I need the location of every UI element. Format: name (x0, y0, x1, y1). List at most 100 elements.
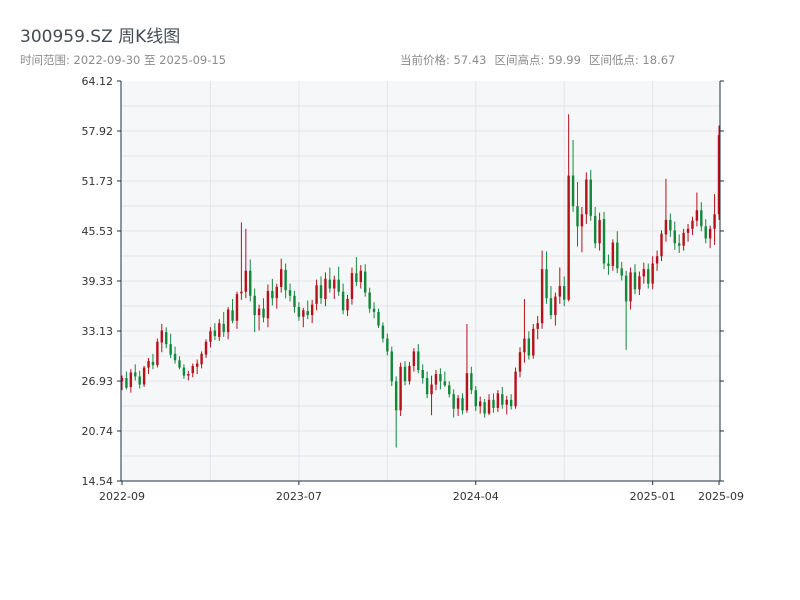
candle-body (642, 269, 646, 277)
candle-body (501, 394, 504, 405)
y-tick-label: 64.12 (82, 75, 114, 88)
candle-body (593, 215, 597, 244)
candle (669, 213, 672, 237)
candle (633, 264, 637, 295)
candle (288, 283, 292, 302)
candle-body (567, 175, 570, 300)
candle (487, 394, 491, 416)
candle-body (156, 341, 159, 366)
candle-body (173, 353, 177, 361)
candle (368, 287, 371, 313)
candle-body (288, 290, 292, 296)
candle (266, 284, 270, 328)
candle (638, 271, 641, 295)
candle-body (492, 399, 495, 408)
candle (129, 369, 133, 393)
candle (403, 361, 407, 386)
candle-body (673, 230, 676, 244)
candle-body (381, 325, 385, 339)
candle (182, 364, 186, 379)
candle (337, 266, 340, 296)
candle-body (545, 269, 548, 299)
candle-body (448, 385, 451, 395)
candle (456, 394, 460, 416)
candle (523, 298, 526, 363)
candle (677, 234, 681, 254)
candle (554, 292, 557, 326)
candle (284, 263, 287, 299)
candle (496, 390, 500, 412)
x-tick-label: 2022-09 (99, 490, 145, 503)
candle (231, 298, 234, 324)
candle-body (452, 394, 455, 409)
candle-body (700, 210, 703, 227)
candle-body (142, 367, 146, 385)
candle-body (478, 401, 482, 407)
candle-body (686, 228, 690, 233)
candle (682, 228, 685, 251)
candle-body (527, 338, 531, 356)
candle (629, 267, 632, 310)
candle (200, 351, 203, 369)
candle (478, 396, 482, 414)
candle (421, 364, 424, 384)
candle (571, 140, 575, 212)
candle-body (165, 332, 168, 345)
candle (713, 194, 716, 245)
candle-body (306, 311, 309, 316)
candle (465, 324, 469, 413)
candle-body (461, 398, 464, 411)
candle-body (540, 269, 544, 324)
candle-body (253, 295, 256, 316)
candle (244, 228, 248, 299)
candle-body (244, 270, 248, 292)
x-tick-label: 2024-04 (453, 490, 499, 503)
candle (461, 393, 464, 415)
candle (509, 394, 513, 410)
candle-body (647, 269, 650, 284)
candle (616, 231, 619, 274)
candle (125, 371, 128, 390)
candle (664, 178, 668, 242)
candle-body (655, 256, 659, 264)
candle (364, 264, 367, 297)
candle-body (160, 330, 164, 343)
candle-body (651, 263, 654, 284)
candle (341, 283, 345, 315)
candle (377, 308, 380, 329)
candle-body (585, 179, 588, 215)
candle (204, 339, 208, 358)
y-tick-label: 14.54 (82, 475, 114, 488)
candle-body (465, 373, 469, 411)
candle (717, 125, 721, 220)
candle-body (487, 399, 491, 414)
candle-body (589, 179, 592, 216)
candle (160, 324, 164, 353)
candle (226, 307, 230, 340)
current-price-label: 当前价格: 57.43 (400, 53, 487, 67)
y-tick-label: 39.33 (82, 275, 114, 288)
candle (642, 262, 646, 284)
candle (607, 254, 610, 275)
candle-body (275, 286, 278, 299)
candle (195, 359, 199, 375)
candle-body (129, 372, 133, 387)
candle (297, 302, 301, 321)
candle-body (372, 308, 376, 312)
candle-body (523, 338, 526, 353)
candle (443, 371, 447, 387)
candle-body (191, 365, 194, 374)
candle (430, 375, 433, 416)
candle-body (390, 351, 393, 382)
candle (439, 368, 442, 390)
candle (620, 261, 623, 281)
candle (425, 371, 429, 399)
candle-body (408, 365, 411, 382)
candle-body (563, 286, 566, 300)
candle (417, 344, 420, 374)
candle-body (717, 135, 721, 215)
candle-body (231, 310, 234, 321)
candle-body (682, 232, 685, 246)
candle (483, 399, 486, 418)
